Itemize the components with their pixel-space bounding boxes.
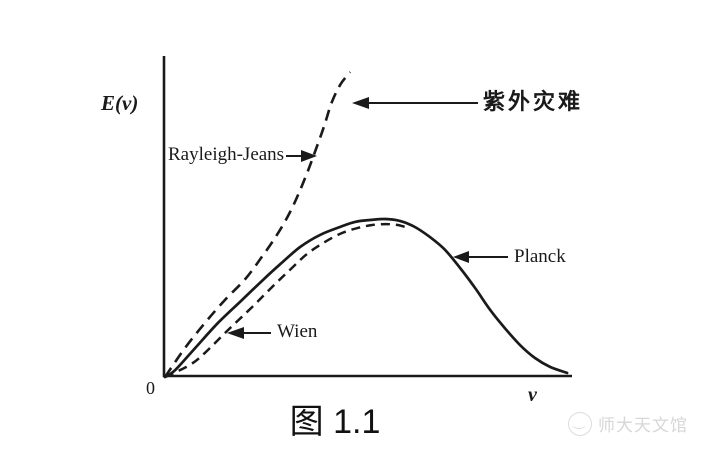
ultraviolet-catastrophe-label: 紫外灾难 [483, 89, 584, 114]
rayleigh-jeans-curve [163, 71, 352, 378]
wien-arrow [227, 327, 271, 339]
origin-label: 0 [146, 378, 155, 398]
rayleigh-jeans-arrow [286, 150, 317, 162]
planck-label: Planck [514, 246, 566, 267]
planck-arrow [453, 251, 508, 263]
arrowhead-left-icon [453, 251, 469, 263]
uv-catastrophe-arrow [352, 97, 478, 109]
wien-label: Wien [277, 321, 318, 342]
x-axis-label: ν [528, 384, 537, 406]
rayleigh-jeans-label: Rayleigh-Jeans [168, 144, 285, 165]
y-axis-label: E(ν) [101, 91, 139, 115]
wien-curve [164, 222, 409, 379]
observatory-logo-icon [568, 411, 592, 436]
watermark: 师大天文馆 [568, 411, 688, 436]
arrowhead-left-icon [352, 97, 369, 109]
watermark-text: 师大天文馆 [598, 416, 688, 435]
figure-caption: 图 1.1 [289, 403, 381, 441]
arrowhead-right-icon [301, 150, 317, 162]
arrowhead-left-icon [227, 327, 244, 339]
planck-curve [163, 217, 569, 379]
